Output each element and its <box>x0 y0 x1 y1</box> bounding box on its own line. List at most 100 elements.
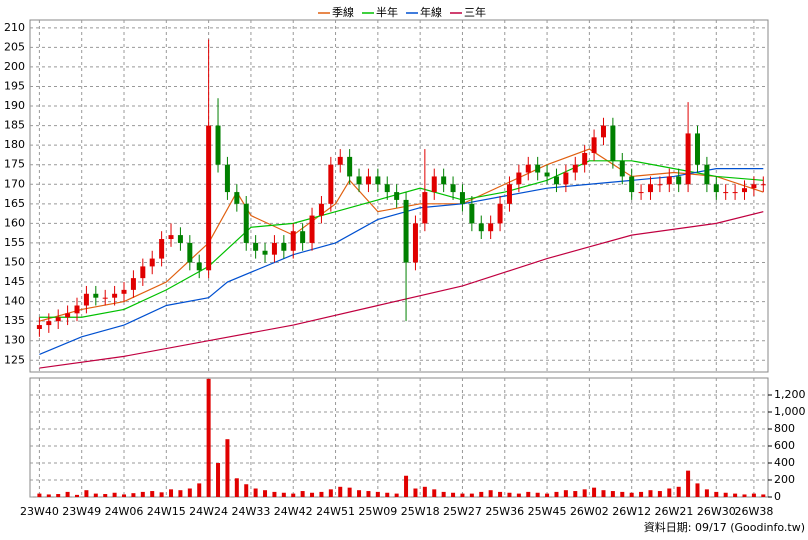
candle-body <box>760 184 766 186</box>
volume-bar <box>112 492 117 497</box>
candle-body <box>130 278 136 290</box>
candle-body <box>365 176 371 185</box>
candle-body <box>243 203 249 243</box>
volume-bar <box>263 490 268 497</box>
candle-body <box>262 250 268 255</box>
x-tick-label: 25W45 <box>528 505 567 518</box>
volume-bar <box>554 491 559 497</box>
volume-panel <box>29 377 769 498</box>
volume-bar <box>46 494 51 497</box>
x-tick-label: 26W02 <box>570 505 609 518</box>
volume-bar <box>629 492 634 497</box>
candle-body <box>356 176 362 185</box>
volume-bar <box>37 493 42 497</box>
candle-body <box>629 176 635 193</box>
candle-body <box>168 235 174 240</box>
x-tick-label: 23W49 <box>62 505 101 518</box>
volume-bar <box>460 493 465 497</box>
candle-body <box>159 239 165 259</box>
candle-body <box>140 266 146 279</box>
volume-bar <box>159 492 164 497</box>
candle-body <box>713 184 719 193</box>
candle-body <box>290 231 296 251</box>
candle-body <box>177 235 183 243</box>
volume-bar <box>122 494 127 497</box>
x-tick-label: 24W06 <box>105 505 144 518</box>
x-tick-label: 25W09 <box>358 505 397 518</box>
volume-bar <box>451 492 456 497</box>
volume-bar <box>657 491 662 497</box>
x-tick-label: 24W24 <box>189 505 228 518</box>
volume-bar <box>206 378 211 497</box>
volume-tick-label: 800 <box>774 422 795 435</box>
candle-body <box>506 184 512 204</box>
candle-body <box>694 133 700 165</box>
y-tick-label: 145 <box>4 275 25 288</box>
volume-bar <box>535 492 540 497</box>
volume-bar <box>56 494 61 497</box>
candle-body <box>224 164 230 193</box>
volume-bar <box>244 484 249 497</box>
volume-bar <box>751 493 756 497</box>
volume-bar <box>488 490 493 497</box>
volume-tick-label: 0 <box>774 490 781 503</box>
candle-body <box>375 176 381 185</box>
candle-body <box>281 242 287 251</box>
candle-body <box>215 125 221 165</box>
y-tick-label: 160 <box>4 216 25 229</box>
candle-body <box>619 160 625 177</box>
volume-bar <box>300 491 305 497</box>
volume-bar <box>695 483 700 497</box>
candle-body <box>553 176 559 185</box>
candle-body <box>441 176 447 185</box>
candle-body <box>206 125 212 271</box>
candle-body <box>488 223 494 232</box>
candle-body <box>741 188 747 193</box>
candle-body <box>74 305 80 314</box>
candle-body <box>516 172 522 185</box>
volume-bar <box>197 483 202 497</box>
volume-bar <box>319 491 324 497</box>
volume-bar <box>150 491 155 497</box>
candle-body <box>676 176 682 185</box>
candle-body <box>36 325 42 329</box>
candle-body <box>591 137 597 153</box>
y-tick-label: 210 <box>4 21 25 34</box>
volume-bar <box>357 490 362 497</box>
volume-tick-label: 200 <box>774 473 795 486</box>
ma-line <box>39 211 764 369</box>
volume-bar <box>610 491 615 497</box>
volume-bar <box>216 463 221 497</box>
candle-body <box>600 125 606 138</box>
candle-body <box>535 164 541 173</box>
candle-body <box>450 184 456 193</box>
volume-bar <box>103 494 108 497</box>
candle-body <box>704 164 710 185</box>
candle-body <box>666 176 672 185</box>
x-tick-label: 24W51 <box>316 505 355 518</box>
volume-bar <box>93 493 98 497</box>
x-tick-label: 23W40 <box>20 505 59 518</box>
y-tick-label: 200 <box>4 60 25 73</box>
candle-body <box>271 242 277 255</box>
volume-bar <box>601 490 606 497</box>
volume-bar <box>272 491 277 497</box>
volume-bar <box>385 492 390 497</box>
candle-body <box>121 289 127 294</box>
y-tick-label: 135 <box>4 314 25 327</box>
volume-bar <box>704 489 709 497</box>
y-tick-label: 205 <box>4 40 25 53</box>
y-tick-label: 165 <box>4 197 25 210</box>
y-tick-label: 170 <box>4 177 25 190</box>
volume-bar <box>65 491 70 497</box>
legend-label: 年線 <box>420 5 442 19</box>
candle-body <box>459 192 465 204</box>
volume-bar <box>413 488 418 497</box>
volume-bar <box>441 491 446 497</box>
volume-bar <box>620 491 625 497</box>
y-tick-label: 190 <box>4 99 25 112</box>
volume-bar <box>84 490 89 497</box>
candle-body <box>638 192 644 194</box>
volume-bar <box>422 486 427 497</box>
